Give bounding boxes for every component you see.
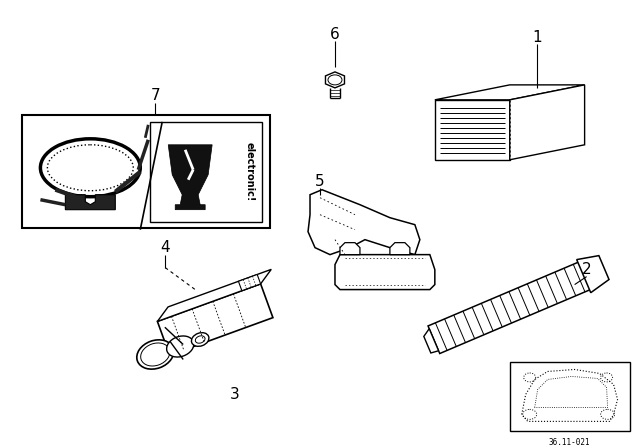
Polygon shape [239,275,260,291]
Polygon shape [308,190,420,254]
Text: 6: 6 [330,27,340,43]
Text: 5: 5 [315,174,325,189]
Polygon shape [168,145,212,210]
Polygon shape [157,269,271,321]
Polygon shape [326,72,344,88]
Polygon shape [424,329,438,353]
Text: 36.11-021: 36.11-021 [549,438,591,447]
Polygon shape [509,85,584,160]
Polygon shape [150,122,262,222]
Text: 1: 1 [532,30,541,45]
Text: 2: 2 [582,262,591,277]
Polygon shape [577,256,609,293]
Ellipse shape [137,340,173,369]
Polygon shape [340,243,360,254]
Polygon shape [157,284,273,355]
Polygon shape [335,254,435,289]
Polygon shape [435,85,584,100]
Polygon shape [22,115,270,228]
Polygon shape [509,362,630,431]
Text: 7: 7 [150,88,160,103]
Polygon shape [435,100,509,160]
Polygon shape [390,243,410,254]
Polygon shape [428,262,591,353]
Text: electronic!: electronic! [245,142,255,202]
Polygon shape [65,195,115,210]
Ellipse shape [191,333,209,346]
Ellipse shape [166,336,194,357]
Text: 3: 3 [230,387,240,402]
Text: 4: 4 [161,240,170,255]
